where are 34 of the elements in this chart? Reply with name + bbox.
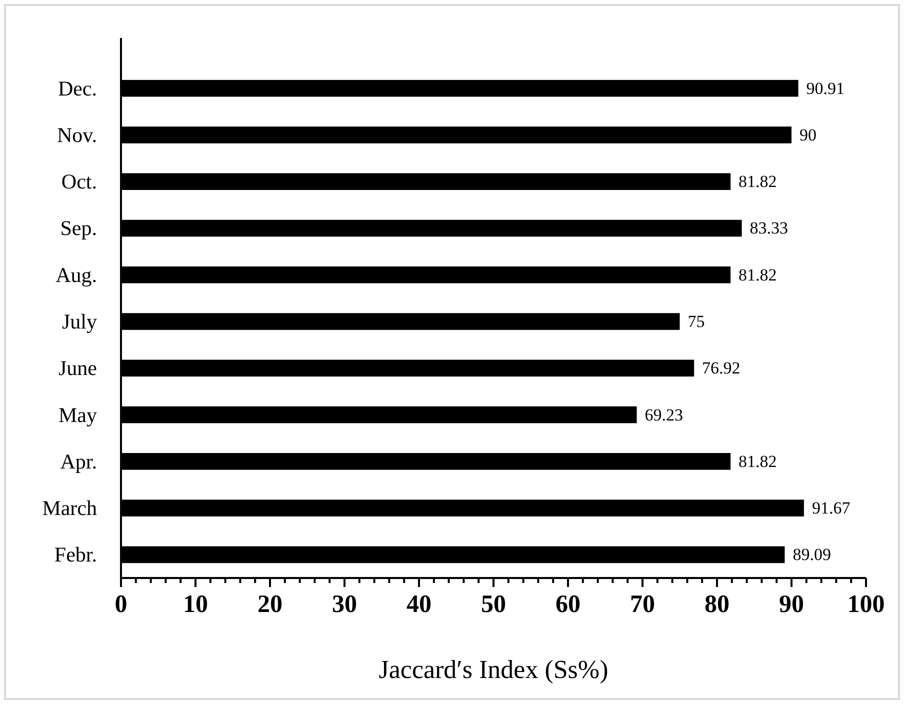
x-tick-label: 100 [847,591,885,618]
x-tick-label: 30 [332,591,357,618]
data-label: 90.91 [806,78,845,98]
x-axis-title: Jaccard′s Index (Ss%) [378,655,608,684]
x-tick-label: 50 [481,591,506,618]
data-label: 69.23 [644,405,684,424]
x-tick-label: 80 [704,591,730,618]
y-tick-label: June [58,356,97,380]
y-tick-label: May [58,402,98,427]
x-tick-label: 10 [183,591,208,618]
y-tick-label: Nov. [56,122,97,147]
x-tick-label: 90 [779,591,804,618]
data-label: 76.92 [702,358,740,378]
x-tick-label: 0 [114,591,128,618]
y-tick-label: Dec. [58,76,97,100]
data-label: 91.67 [812,498,851,518]
y-tick-label: March [42,496,98,520]
x-tick-label: 40 [406,591,432,618]
data-label: 89.09 [792,545,831,564]
y-tick-label: Oct. [61,170,97,194]
data-label: 81.82 [738,452,777,471]
y-tick-label: July [62,310,98,334]
y-tick-label: Febr. [54,542,97,567]
x-tick-label: 60 [556,591,580,618]
y-tick-label: Apr. [60,449,97,474]
data-label: 81.82 [738,265,777,284]
data-label: 90 [800,125,816,144]
y-tick-label: Sep. [60,216,97,240]
x-tick-label: 20 [258,591,282,618]
data-label: 75 [688,312,705,331]
y-tick-label: Aug. [56,262,97,287]
data-label: 83.33 [750,218,788,238]
x-tick-label: 70 [630,591,655,618]
data-label: 81.82 [738,172,777,192]
